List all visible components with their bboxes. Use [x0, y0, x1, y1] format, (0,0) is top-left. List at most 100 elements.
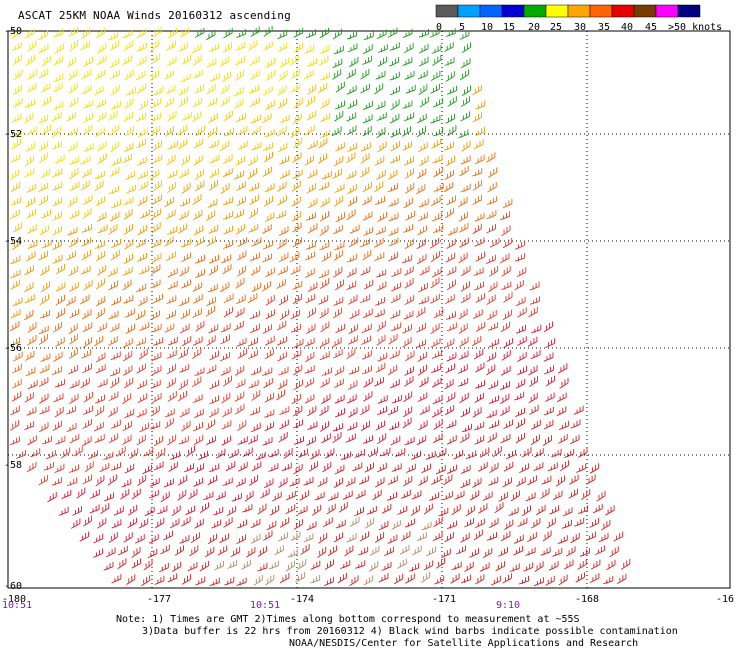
wind-barb: [368, 561, 379, 572]
wind-barb: [96, 141, 107, 152]
wind-barb: [111, 157, 122, 167]
wind-barb: [292, 152, 302, 163]
wind-barb: [292, 113, 302, 125]
wind-barb: [122, 434, 132, 445]
wind-barb: [152, 392, 162, 403]
wind-barb: [139, 209, 150, 219]
wind-barb: [489, 237, 500, 248]
wind-barb: [296, 559, 307, 570]
wind-barb: [143, 559, 153, 571]
wind-barb: [488, 338, 499, 348]
wind-barb: [38, 182, 49, 192]
wind-barb: [193, 138, 204, 149]
wind-barb: [461, 42, 471, 53]
wind-barb: [347, 196, 358, 207]
wind-barb: [390, 310, 401, 319]
wind-barb: [10, 196, 22, 206]
wind-barb: [404, 436, 415, 446]
wind-barb: [214, 561, 224, 571]
wind-barb: [514, 253, 526, 262]
wind-barb: [472, 223, 482, 235]
wind-barb: [304, 365, 315, 374]
wind-barb: [530, 350, 541, 360]
wind-barb: [222, 154, 233, 165]
wind-barb: [377, 44, 388, 53]
wind-barb: [503, 519, 514, 530]
wind-barb: [332, 28, 342, 40]
wind-barb: [322, 461, 332, 473]
wind-barb: [360, 420, 371, 432]
wind-barb: [362, 44, 373, 55]
wind-barb: [52, 82, 63, 93]
wind-barb: [234, 307, 245, 318]
wind-barb: [290, 531, 301, 542]
wind-barb: [167, 140, 178, 150]
wind-barb: [445, 392, 456, 403]
wind-barb: [603, 575, 614, 585]
wind-barb: [179, 266, 189, 277]
wind-barb: [248, 337, 258, 347]
wind-barb: [58, 506, 69, 516]
wind-barb: [319, 337, 330, 348]
wind-barb: [389, 42, 400, 51]
wind-barb: [346, 85, 357, 95]
wind-barb: [10, 309, 21, 319]
wind-barb: [515, 378, 526, 389]
wind-barb: [333, 477, 344, 488]
wind-barb: [431, 364, 442, 374]
wind-barb: [345, 477, 356, 487]
wind-barb: [443, 474, 453, 486]
legend-label: 30: [574, 22, 586, 33]
wind-barb: [12, 222, 23, 233]
wind-barb: [333, 156, 344, 167]
wind-barb: [276, 279, 286, 289]
wind-barb: [52, 225, 63, 236]
wind-barb: [348, 237, 359, 248]
wind-barb: [235, 294, 246, 305]
wind-barb: [290, 68, 301, 79]
wind-barb: [107, 267, 118, 277]
wind-barb: [486, 210, 497, 220]
wind-barb: [236, 265, 247, 277]
wind-barb: [237, 125, 248, 135]
wind-barb: [405, 84, 416, 94]
wind-barb: [474, 237, 485, 247]
wind-barb: [128, 504, 138, 516]
wind-barb: [109, 211, 120, 222]
lon-label: -16: [716, 594, 734, 605]
wind-barb: [374, 83, 384, 95]
wind-barb: [349, 309, 360, 320]
wind-barb: [475, 100, 486, 110]
wind-barb: [10, 181, 21, 193]
wind-barb: [488, 281, 498, 292]
wind-barb: [124, 238, 134, 250]
wind-barb: [577, 505, 589, 515]
wind-barb: [418, 56, 429, 67]
wind-barb: [179, 407, 190, 418]
wind-barb: [527, 475, 537, 486]
wind-barb: [81, 436, 92, 447]
wind-barb: [268, 449, 279, 458]
wind-barb: [363, 391, 373, 402]
wind-barb: [335, 81, 345, 93]
wind-barb: [109, 58, 120, 69]
wind-barb: [205, 210, 216, 221]
wind-barb: [248, 155, 258, 166]
wind-barb: [364, 462, 374, 473]
wind-barb: [108, 532, 118, 543]
wind-barb: [387, 27, 398, 38]
wind-barb: [39, 294, 49, 305]
wind-barb: [152, 26, 162, 38]
wind-barb: [167, 434, 177, 446]
wind-barb: [120, 488, 130, 500]
wind-barb: [415, 339, 426, 348]
note-line-3: NOAA/NESDIS/Center for Satellite Applica…: [289, 638, 639, 649]
wind-barb: [108, 280, 119, 291]
wind-barb: [290, 54, 300, 66]
wind-barb: [513, 545, 524, 556]
wind-barb: [125, 308, 135, 318]
wind-barb: [360, 166, 370, 178]
wind-barb: [488, 420, 499, 429]
wind-barb: [333, 266, 343, 278]
wind-barb: [404, 366, 414, 376]
